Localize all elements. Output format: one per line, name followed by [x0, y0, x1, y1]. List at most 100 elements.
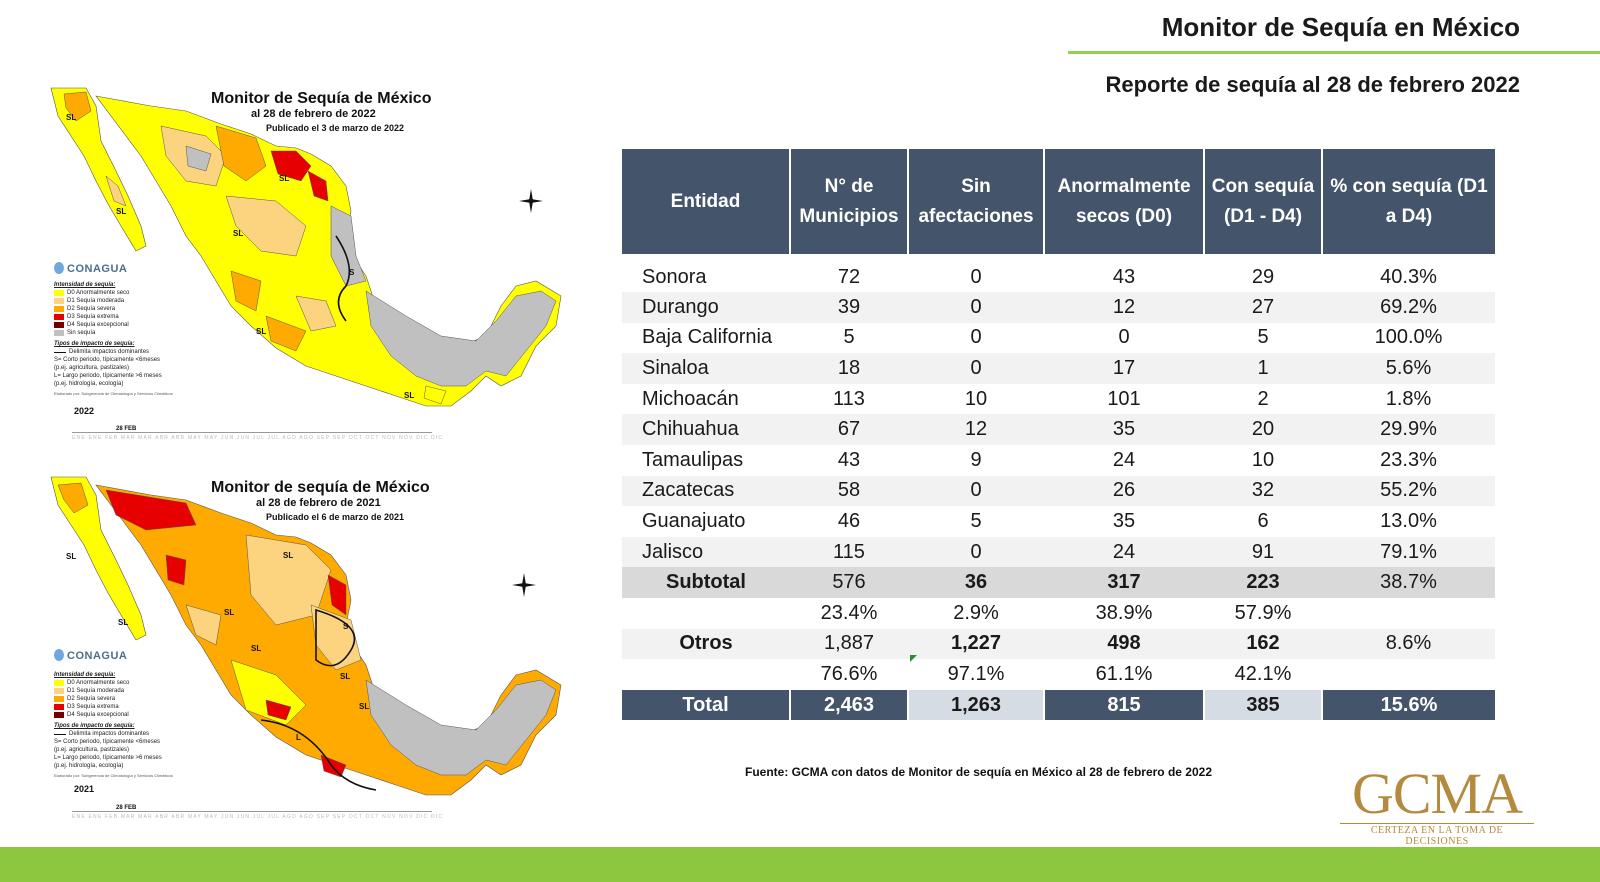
- timeline-feb-marker: 28 FEB: [116, 805, 136, 811]
- cell-sin-afectaciones: 0: [908, 476, 1044, 507]
- svg-text:L: L: [296, 733, 301, 742]
- cell-d0: 35: [1044, 414, 1204, 445]
- svg-text:SL: SL: [251, 644, 261, 653]
- legend-credit: Elaborado por: Subgerencia de Climatolog…: [54, 772, 174, 780]
- cell-total-municipios: 2,463: [790, 690, 908, 721]
- timeline-months: ENE ENE FEB MAR MAR ABR ABR MAY MAY JUN …: [72, 435, 443, 441]
- map-title: Monitor de Sequía de México: [211, 90, 431, 108]
- cell-municipios: 39: [790, 292, 908, 323]
- cell-pct-d1-d4: 42.1%: [1204, 659, 1322, 690]
- cell-d0: 0: [1044, 323, 1204, 354]
- cell-total-sin-afectaciones: 1,263: [908, 690, 1044, 721]
- cell-pct-sin-afectaciones: 2.9%: [908, 598, 1044, 629]
- cell-entidad: Guanajuato: [622, 506, 790, 537]
- cell-subtotal-municipios: 576: [790, 567, 908, 598]
- col-header-entidad: Entidad: [622, 149, 790, 254]
- cell-sin-afectaciones: 0: [908, 292, 1044, 323]
- cell-municipios: 5: [790, 323, 908, 354]
- svg-text:SL: SL: [283, 551, 293, 560]
- cell-total-pct: 15.6%: [1322, 690, 1495, 721]
- cell-entidad: Sinaloa: [622, 353, 790, 384]
- svg-text:SL: SL: [116, 207, 126, 216]
- cell-municipios: 18: [790, 353, 908, 384]
- cell-d1-d4: 91: [1204, 537, 1322, 568]
- cell-d0: 24: [1044, 445, 1204, 476]
- cell-pct: 40.3%: [1322, 254, 1495, 292]
- cell-municipios: 72: [790, 254, 908, 292]
- legend-item-d3: D3 Sequía extrema: [54, 703, 174, 711]
- map-published: Publicado el 3 de marzo de 2022: [266, 123, 404, 133]
- total-row: Total 2,463 1,263 815 385 15.6%: [622, 690, 1495, 721]
- cell-pct: 69.2%: [1322, 292, 1495, 323]
- timeline-months: ENE ENE FEB MAR MAR ABR ABR MAY MAY JUN …: [72, 814, 443, 820]
- cell-subtotal-d0: 317: [1044, 567, 1204, 598]
- subtotal-row: Subtotal 576 36 317 223 38.7%: [622, 567, 1495, 598]
- drought-table: Entidad N° de Municipios Sin afectacione…: [622, 149, 1495, 720]
- legend-impact-line: Delimita impactos dominantes: [54, 348, 174, 356]
- svg-text:SL: SL: [359, 702, 369, 711]
- cell-sin-afectaciones: 0: [908, 323, 1044, 354]
- cell-municipios: 58: [790, 476, 908, 507]
- legend-item-d4: D4 Sequía excepcional: [54, 711, 174, 719]
- title-divider: [1068, 51, 1600, 54]
- col-header-con-sequia: Con sequía (D1 - D4): [1204, 149, 1322, 254]
- gcma-tagline: CERTEZA EN LA TOMA DE DECISIONES: [1338, 825, 1536, 847]
- legend-item-d2: D2 Sequía severa: [54, 695, 174, 703]
- otros-row: Otros 1,887 1,227 498 162 8.6%: [622, 629, 1495, 660]
- cell-d1-d4: 10: [1204, 445, 1322, 476]
- water-drop-icon: [54, 649, 64, 661]
- legend-heading: Intensidad de sequía:: [54, 671, 174, 679]
- map-date: al 28 de febrero de 2022: [251, 108, 376, 120]
- cell-pct: 79.1%: [1322, 537, 1495, 568]
- col-header-municipios: N° de Municipios: [790, 149, 908, 254]
- table-row: Guanajuato 46 5 35 6 13.0%: [622, 506, 1495, 537]
- cell-pct: 1.8%: [1322, 384, 1495, 415]
- table-row: Michoacán 113 10 101 2 1.8%: [622, 384, 1495, 415]
- cell-otros-d1-d4: 162: [1204, 629, 1322, 660]
- table-row: Durango 39 0 12 27 69.2%: [622, 292, 1495, 323]
- cell-pct: 29.9%: [1322, 414, 1495, 445]
- map-legend: Intensidad de sequía: D0 Anormalmente se…: [54, 281, 174, 398]
- cell-otros-pct: 8.6%: [1322, 629, 1495, 660]
- cell-subtotal-sin-afectaciones: 36: [908, 567, 1044, 598]
- cell-entidad: Tamaulipas: [622, 445, 790, 476]
- timeline-feb-marker: 28 FEB: [116, 426, 136, 432]
- legend-impact-line: Delimita impactos dominantes: [54, 730, 174, 738]
- cell-subtotal-d1-d4: 223: [1204, 567, 1322, 598]
- drought-map-2021: SL SL SL SL SL S SL L SL Monitor de sequ…: [46, 475, 574, 850]
- svg-text:SL: SL: [256, 327, 266, 336]
- compass-rose-icon: [516, 186, 546, 216]
- col-header-sin-afectaciones: Sin afectaciones: [908, 149, 1044, 254]
- gcma-logo: GCMA CERTEZA EN LA TOMA DE DECISIONES: [1338, 765, 1536, 839]
- svg-text:S: S: [349, 268, 355, 277]
- svg-text:SL: SL: [279, 174, 289, 183]
- cell-pct-municipios: 23.4%: [790, 598, 908, 629]
- water-drop-icon: [54, 262, 64, 274]
- cell-sin-afectaciones: 12: [908, 414, 1044, 445]
- table-row: Sinaloa 18 0 17 1 5.6%: [622, 353, 1495, 384]
- cell-entidad: Chihuahua: [622, 414, 790, 445]
- cell-empty: [622, 659, 790, 690]
- cell-entidad: Baja California: [622, 323, 790, 354]
- cell-entidad: Jalisco: [622, 537, 790, 568]
- drought-map-2022: SL SL SL SL SL S SL Monitor de Sequía de…: [46, 86, 574, 461]
- cell-pct-sin-afectaciones: 97.1%: [908, 659, 1044, 690]
- legend-short-impact: S= Corto periodo, típicamente <6meses (p…: [54, 356, 174, 372]
- cell-sin-afectaciones: 10: [908, 384, 1044, 415]
- map-published: Publicado el 6 de marzo de 2021: [266, 512, 404, 522]
- cell-sin-afectaciones: 9: [908, 445, 1044, 476]
- cell-pct: 100.0%: [1322, 323, 1495, 354]
- cell-subtotal-label: Subtotal: [622, 567, 790, 598]
- cell-d0: 12: [1044, 292, 1204, 323]
- map-timeline: ENE ENE FEB MAR MAR ABR ABR MAY MAY JUN …: [72, 426, 432, 442]
- cell-d0: 26: [1044, 476, 1204, 507]
- cell-d1-d4: 29: [1204, 254, 1322, 292]
- cell-d0: 101: [1044, 384, 1204, 415]
- legend-item-d1: D1 Sequía moderada: [54, 687, 174, 695]
- cell-sin-afectaciones: 0: [908, 353, 1044, 384]
- legend-item-d0: D0 Anormalmente seco: [54, 289, 174, 297]
- cell-otros-municipios: 1,887: [790, 629, 908, 660]
- source-note: Fuente: GCMA con datos de Monitor de seq…: [745, 765, 1212, 779]
- svg-text:SL: SL: [233, 229, 243, 238]
- cell-municipios: 67: [790, 414, 908, 445]
